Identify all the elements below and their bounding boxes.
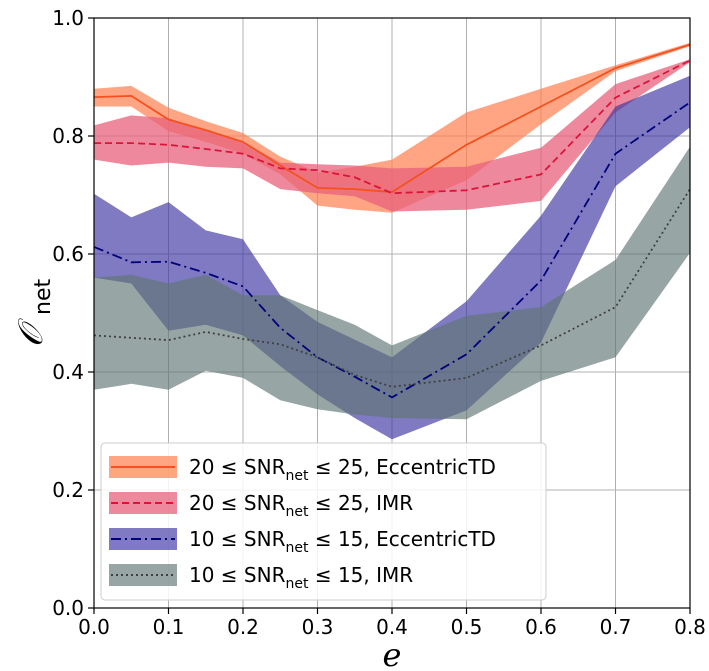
- series-band-3: [94, 146, 690, 420]
- y-tick-label: 0.8: [52, 124, 84, 148]
- x-tick-label: 0.1: [153, 615, 185, 639]
- legend-label: 20 ≤ SNRnet ≤ 25, EccentricTD: [189, 455, 496, 484]
- axis-ticks: 0.0 0.1 0.2 0.3 0.4 0.5 0.6 0.7 0.8 0.0 0.2 0.4 0.6 0…: [52, 6, 706, 639]
- legend-label: 20 ≤ SNRnet ≤ 25, IMR: [189, 491, 413, 520]
- x-tick-label: 0.6: [525, 615, 557, 639]
- series-line-0: [93, 43, 691, 194]
- legend-label-prefix: 20 ≤ SNR: [189, 455, 286, 479]
- legend-swatch-band: [109, 528, 177, 550]
- x-tick-label: 0.4: [376, 615, 408, 639]
- legend-label-subscript: net: [285, 576, 308, 592]
- x-tick-label: 0.2: [227, 615, 259, 639]
- legend-label-subscript: net: [285, 540, 308, 556]
- series-lines: [93, 43, 691, 399]
- y-tick-label: 0.0: [52, 596, 84, 620]
- legend-label-suffix: ≤ 15, IMR: [308, 563, 413, 587]
- legend-label: 10 ≤ SNRnet ≤ 15, EccentricTD: [189, 527, 496, 556]
- y-tick-label: 0.4: [52, 360, 84, 384]
- x-axis-label: e: [383, 636, 402, 671]
- legend-box: [100, 442, 547, 601]
- series-line-1: [94, 59, 691, 195]
- legend-label-prefix: 10 ≤ SNR: [189, 563, 286, 587]
- legend-label-prefix: 20 ≤ SNR: [189, 491, 286, 515]
- y-axis-label-symbol: 𝒪: [11, 318, 51, 347]
- x-tick-label: 0.0: [78, 615, 110, 639]
- legend-label-suffix: ≤ 15, EccentricTD: [308, 527, 495, 551]
- x-tick-label: 0.5: [451, 615, 483, 639]
- legend-swatch-band: [109, 492, 177, 514]
- y-axis-label: 𝒪 net: [11, 278, 56, 347]
- y-tick-label: 1.0: [52, 6, 84, 30]
- x-tick-label: 0.3: [302, 615, 334, 639]
- y-tick-label: 0.2: [52, 478, 84, 502]
- y-axis-label-subscript: net: [31, 278, 56, 314]
- series-line-2: [93, 101, 691, 399]
- legend-label-subscript: net: [285, 504, 308, 520]
- legend-label-suffix: ≤ 25, EccentricTD: [308, 455, 495, 479]
- legend-label-subscript: net: [285, 468, 308, 484]
- x-tick-label: 0.8: [674, 615, 706, 639]
- legend-label: 10 ≤ SNRnet ≤ 15, IMR: [189, 563, 413, 592]
- legend-label-prefix: 10 ≤ SNR: [189, 527, 286, 551]
- x-tick-label: 0.7: [600, 615, 632, 639]
- legend-label-suffix: ≤ 25, IMR: [308, 491, 413, 515]
- y-tick-label: 0.6: [52, 242, 84, 266]
